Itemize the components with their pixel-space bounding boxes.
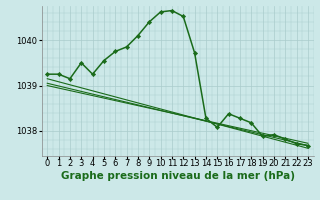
- X-axis label: Graphe pression niveau de la mer (hPa): Graphe pression niveau de la mer (hPa): [60, 171, 295, 181]
